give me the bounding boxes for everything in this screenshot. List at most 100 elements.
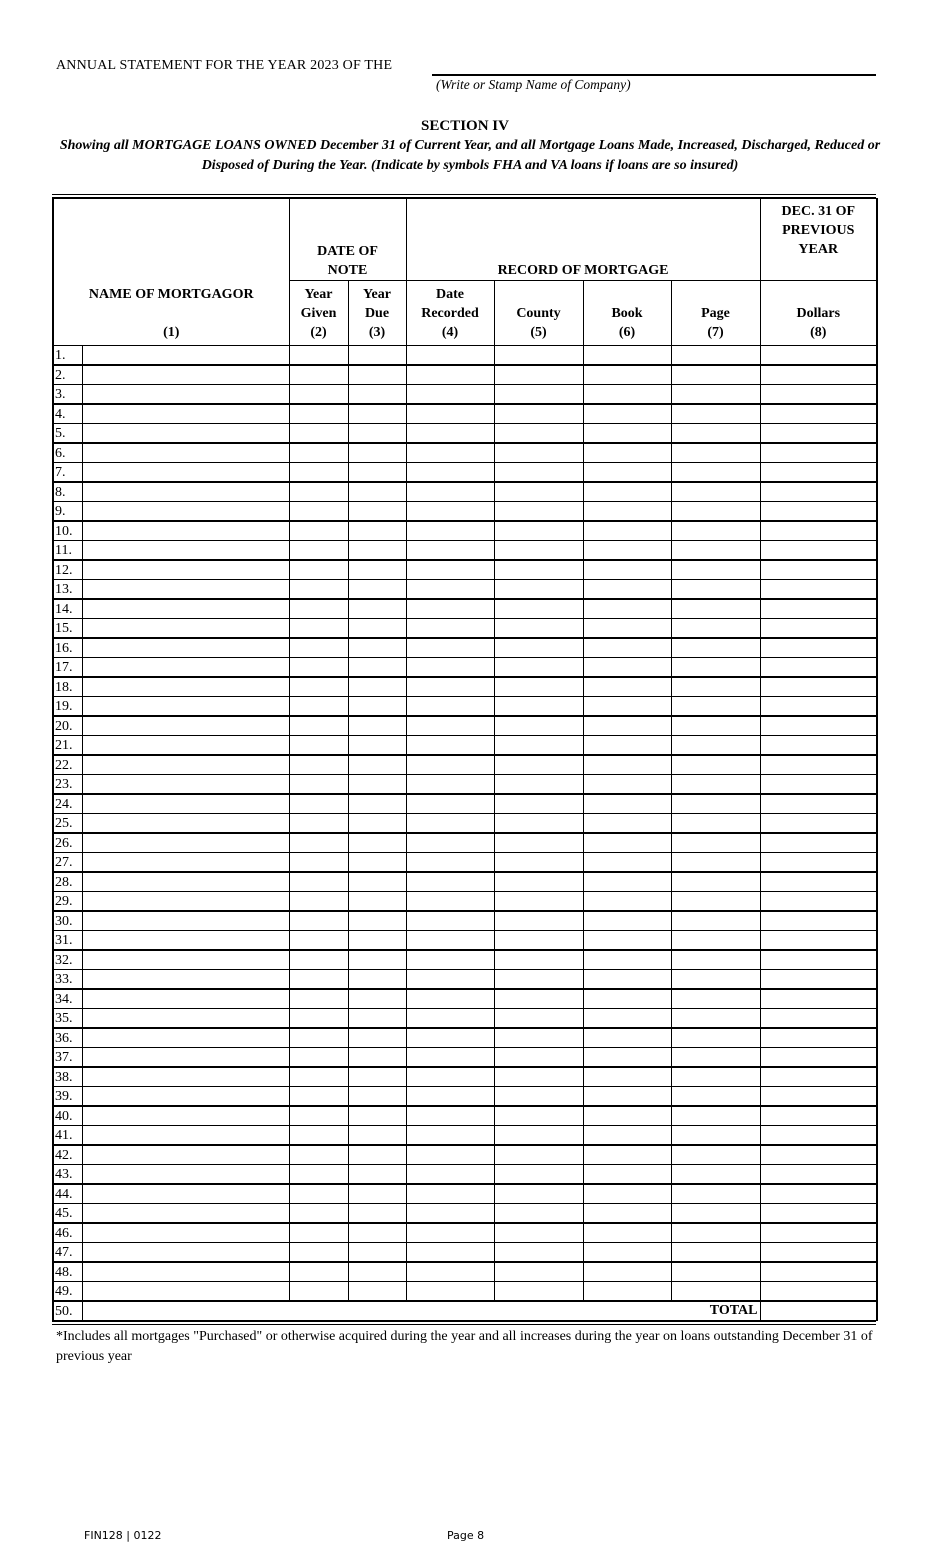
- input-cell-col-4[interactable]: [405, 579, 495, 600]
- input-cell-col-1[interactable]: [81, 462, 290, 483]
- input-cell-col-7[interactable]: [670, 579, 761, 600]
- input-cell-col-8[interactable]: [759, 930, 879, 951]
- input-cell-col-3[interactable]: [347, 1242, 407, 1263]
- input-cell-col-7[interactable]: [670, 1183, 761, 1204]
- input-cell-col-6[interactable]: [582, 774, 672, 795]
- input-cell-col-7[interactable]: [670, 1242, 761, 1263]
- input-cell-col-4[interactable]: [405, 774, 495, 795]
- input-cell-col-3[interactable]: [347, 579, 407, 600]
- input-cell-col-6[interactable]: [582, 793, 672, 814]
- input-cell-col-2[interactable]: [288, 1183, 349, 1204]
- input-cell-col-2[interactable]: [288, 910, 349, 931]
- input-cell-col-3[interactable]: [347, 754, 407, 775]
- input-cell-col-5[interactable]: [493, 579, 584, 600]
- input-cell-col-7[interactable]: [670, 384, 761, 405]
- input-cell-col-1[interactable]: [81, 423, 290, 444]
- input-cell-col-5[interactable]: [493, 1164, 584, 1185]
- input-cell-col-1[interactable]: [81, 910, 290, 931]
- input-cell-col-7[interactable]: [670, 1086, 761, 1107]
- input-cell-col-7[interactable]: [670, 754, 761, 775]
- input-cell-col-2[interactable]: [288, 949, 349, 970]
- input-cell-col-1[interactable]: [81, 676, 290, 697]
- input-cell-col-3[interactable]: [347, 618, 407, 639]
- input-cell-col-1[interactable]: [81, 384, 290, 405]
- input-cell-col-3[interactable]: [347, 1105, 407, 1126]
- input-cell-col-6[interactable]: [582, 832, 672, 853]
- input-cell-col-8[interactable]: [759, 1203, 879, 1224]
- input-cell-col-6[interactable]: [582, 871, 672, 892]
- input-cell-col-2[interactable]: [288, 852, 349, 873]
- input-cell-col-1[interactable]: [81, 930, 290, 951]
- input-cell-col-1[interactable]: [81, 1066, 290, 1087]
- input-cell-col-8[interactable]: [759, 364, 879, 385]
- input-cell-col-6[interactable]: [582, 754, 672, 775]
- input-cell-col-6[interactable]: [582, 910, 672, 931]
- input-cell-col-1[interactable]: [81, 540, 290, 561]
- input-cell-col-5[interactable]: [493, 1027, 584, 1048]
- input-cell-col-6[interactable]: [582, 1222, 672, 1243]
- input-cell-col-3[interactable]: [347, 1281, 407, 1302]
- input-cell-col-7[interactable]: [670, 598, 761, 619]
- input-cell-col-3[interactable]: [347, 1164, 407, 1185]
- input-cell-col-3[interactable]: [347, 462, 407, 483]
- input-cell-col-8[interactable]: [759, 540, 879, 561]
- input-cell-col-5[interactable]: [493, 832, 584, 853]
- input-cell-col-8[interactable]: [759, 1125, 879, 1146]
- input-cell-col-6[interactable]: [582, 930, 672, 951]
- input-cell-col-4[interactable]: [405, 1203, 495, 1224]
- input-cell-col-7[interactable]: [670, 949, 761, 970]
- input-cell-col-4[interactable]: [405, 540, 495, 561]
- input-cell-col-2[interactable]: [288, 793, 349, 814]
- input-cell-col-3[interactable]: [347, 891, 407, 912]
- input-cell-col-5[interactable]: [493, 1203, 584, 1224]
- input-cell-col-2[interactable]: [288, 676, 349, 697]
- input-cell-col-1[interactable]: [81, 657, 290, 678]
- input-cell-col-2[interactable]: [288, 618, 349, 639]
- input-cell-col-5[interactable]: [493, 1066, 584, 1087]
- input-cell-col-7[interactable]: [670, 345, 761, 366]
- input-cell-col-3[interactable]: [347, 559, 407, 580]
- input-cell-col-1[interactable]: [81, 559, 290, 580]
- input-cell-col-4[interactable]: [405, 1281, 495, 1302]
- input-cell-col-8[interactable]: [759, 1047, 879, 1068]
- input-cell-col-2[interactable]: [288, 403, 349, 424]
- input-cell-col-1[interactable]: [81, 1183, 290, 1204]
- input-cell-col-2[interactable]: [288, 579, 349, 600]
- input-cell-col-3[interactable]: [347, 637, 407, 658]
- input-cell-col-1[interactable]: [81, 1047, 290, 1068]
- input-cell-col-3[interactable]: [347, 423, 407, 444]
- input-cell-col-3[interactable]: [347, 852, 407, 873]
- input-cell-col-2[interactable]: [288, 813, 349, 834]
- input-cell-col-8[interactable]: [759, 384, 879, 405]
- input-cell-col-3[interactable]: [347, 403, 407, 424]
- input-cell-col-1[interactable]: [81, 442, 290, 463]
- input-cell-col-6[interactable]: [582, 1027, 672, 1048]
- input-cell-col-7[interactable]: [670, 1008, 761, 1029]
- input-cell-col-1[interactable]: [81, 949, 290, 970]
- input-cell-col-5[interactable]: [493, 1281, 584, 1302]
- input-cell-col-2[interactable]: [288, 462, 349, 483]
- input-cell-col-2[interactable]: [288, 930, 349, 951]
- input-cell-col-7[interactable]: [670, 735, 761, 756]
- input-cell-col-5[interactable]: [493, 403, 584, 424]
- input-cell-col-6[interactable]: [582, 637, 672, 658]
- input-cell-col-4[interactable]: [405, 949, 495, 970]
- input-cell-col-2[interactable]: [288, 1222, 349, 1243]
- input-cell-col-2[interactable]: [288, 559, 349, 580]
- input-cell-col-8[interactable]: [759, 715, 879, 736]
- input-cell-col-5[interactable]: [493, 618, 584, 639]
- input-cell-col-4[interactable]: [405, 988, 495, 1009]
- input-cell-col-8[interactable]: [759, 1281, 879, 1302]
- input-cell-col-5[interactable]: [493, 1125, 584, 1146]
- input-cell-col-5[interactable]: [493, 988, 584, 1009]
- input-cell-col-5[interactable]: [493, 696, 584, 717]
- input-cell-col-2[interactable]: [288, 598, 349, 619]
- input-cell-col-2[interactable]: [288, 969, 349, 990]
- input-cell-col-3[interactable]: [347, 1125, 407, 1146]
- input-cell-col-2[interactable]: [288, 657, 349, 678]
- input-cell-col-3[interactable]: [347, 364, 407, 385]
- input-cell-col-1[interactable]: [81, 696, 290, 717]
- input-cell-col-7[interactable]: [670, 501, 761, 522]
- input-cell-col-3[interactable]: [347, 1261, 407, 1282]
- input-cell-col-7[interactable]: [670, 1027, 761, 1048]
